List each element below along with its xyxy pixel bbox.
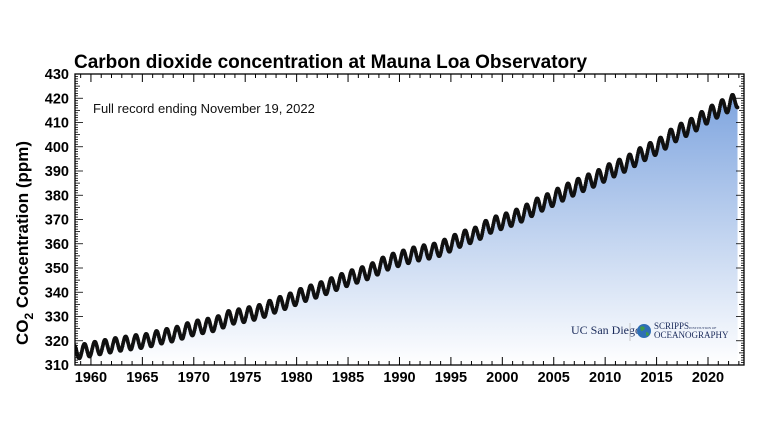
x-tick-label: 1970	[178, 370, 210, 386]
y-tick-label: 400	[45, 140, 69, 156]
y-tick-label: 350	[45, 261, 69, 277]
y-tick-label: 430	[45, 67, 69, 83]
x-tick-label: 1960	[75, 370, 107, 386]
chart-title: Carbon dioxide concentration at Mauna Lo…	[74, 52, 588, 73]
x-tick-label: 2015	[640, 370, 672, 386]
ucsd-logo-text: UC San Diego	[571, 323, 641, 337]
y-tick-label: 420	[45, 91, 69, 107]
x-tick-label: 1985	[332, 370, 364, 386]
data-point	[71, 348, 75, 352]
y-axis-label: CO2 Concentration (ppm)	[13, 141, 36, 345]
scripps-logo-line2: OCEANOGRAPHY	[654, 330, 729, 340]
x-axis-labels: 1960 1965 1970 1975 1980 1985 1990 1995 2000 2005…	[75, 370, 724, 386]
axis-ticks	[75, 73, 744, 366]
x-tick-label: 1965	[126, 370, 158, 386]
y-tick-label: 330	[45, 310, 69, 326]
x-tick-label: 1995	[435, 370, 467, 386]
scripps-logo-small: INSTITUTION OF	[689, 326, 716, 330]
x-tick-label: 2020	[692, 370, 724, 386]
y-tick-label: 410	[45, 116, 69, 132]
chart-subtitle: Full record ending November 19, 2022	[93, 101, 315, 116]
data-point	[71, 346, 75, 350]
y-axis-labels: 310 320 330 340 350 360 370 380 390 400 410 420 430	[45, 67, 69, 374]
x-tick-label: 1990	[383, 370, 415, 386]
x-tick-label: 2005	[538, 370, 570, 386]
y-tick-label: 380	[45, 188, 69, 204]
y-tick-label: 390	[45, 164, 69, 180]
data-point	[735, 105, 740, 110]
y-tick-label: 320	[45, 334, 69, 350]
data-points	[71, 93, 740, 361]
area-fill	[75, 94, 738, 365]
globe-land-icon	[640, 326, 649, 336]
y-axis-label-rest: Concentration (ppm)	[13, 141, 32, 313]
y-axis-label-co: CO	[13, 320, 32, 346]
ucsd-logo: UC San Diego	[571, 323, 641, 337]
y-tick-label: 360	[45, 237, 69, 253]
globe-icon	[637, 324, 651, 338]
scripps-logo-line1: SCRIPPS	[654, 321, 689, 331]
y-axis-label-subscript: 2	[22, 313, 36, 320]
y-tick-label: 370	[45, 213, 69, 229]
scripps-logo: SCRIPPS INSTITUTION OF OCEANOGRAPHY	[637, 321, 729, 340]
y-tick-label: 310	[45, 358, 69, 374]
x-tick-label: 2000	[486, 370, 518, 386]
x-tick-label: 1980	[280, 370, 312, 386]
x-tick-label: 2010	[589, 370, 621, 386]
x-tick-label: 1975	[229, 370, 261, 386]
y-tick-label: 340	[45, 285, 69, 301]
